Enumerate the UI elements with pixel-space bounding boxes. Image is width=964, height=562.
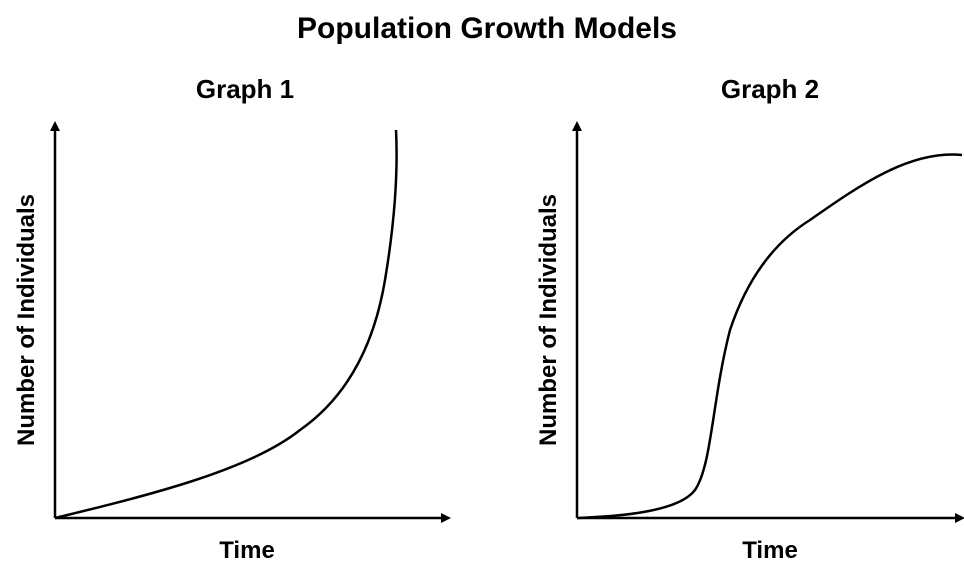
- y-label: Number of Individuals: [13, 194, 40, 446]
- graph-title: Graph 1: [196, 74, 294, 104]
- title: Population Growth Models: [297, 12, 677, 45]
- x-label: Time: [219, 537, 275, 562]
- x-label: Time: [742, 537, 798, 562]
- curve: [576, 153, 963, 520]
- graph-title: Graph 2: [721, 74, 819, 104]
- curve: [54, 129, 398, 520]
- y-label: Number of Individuals: [535, 194, 562, 446]
